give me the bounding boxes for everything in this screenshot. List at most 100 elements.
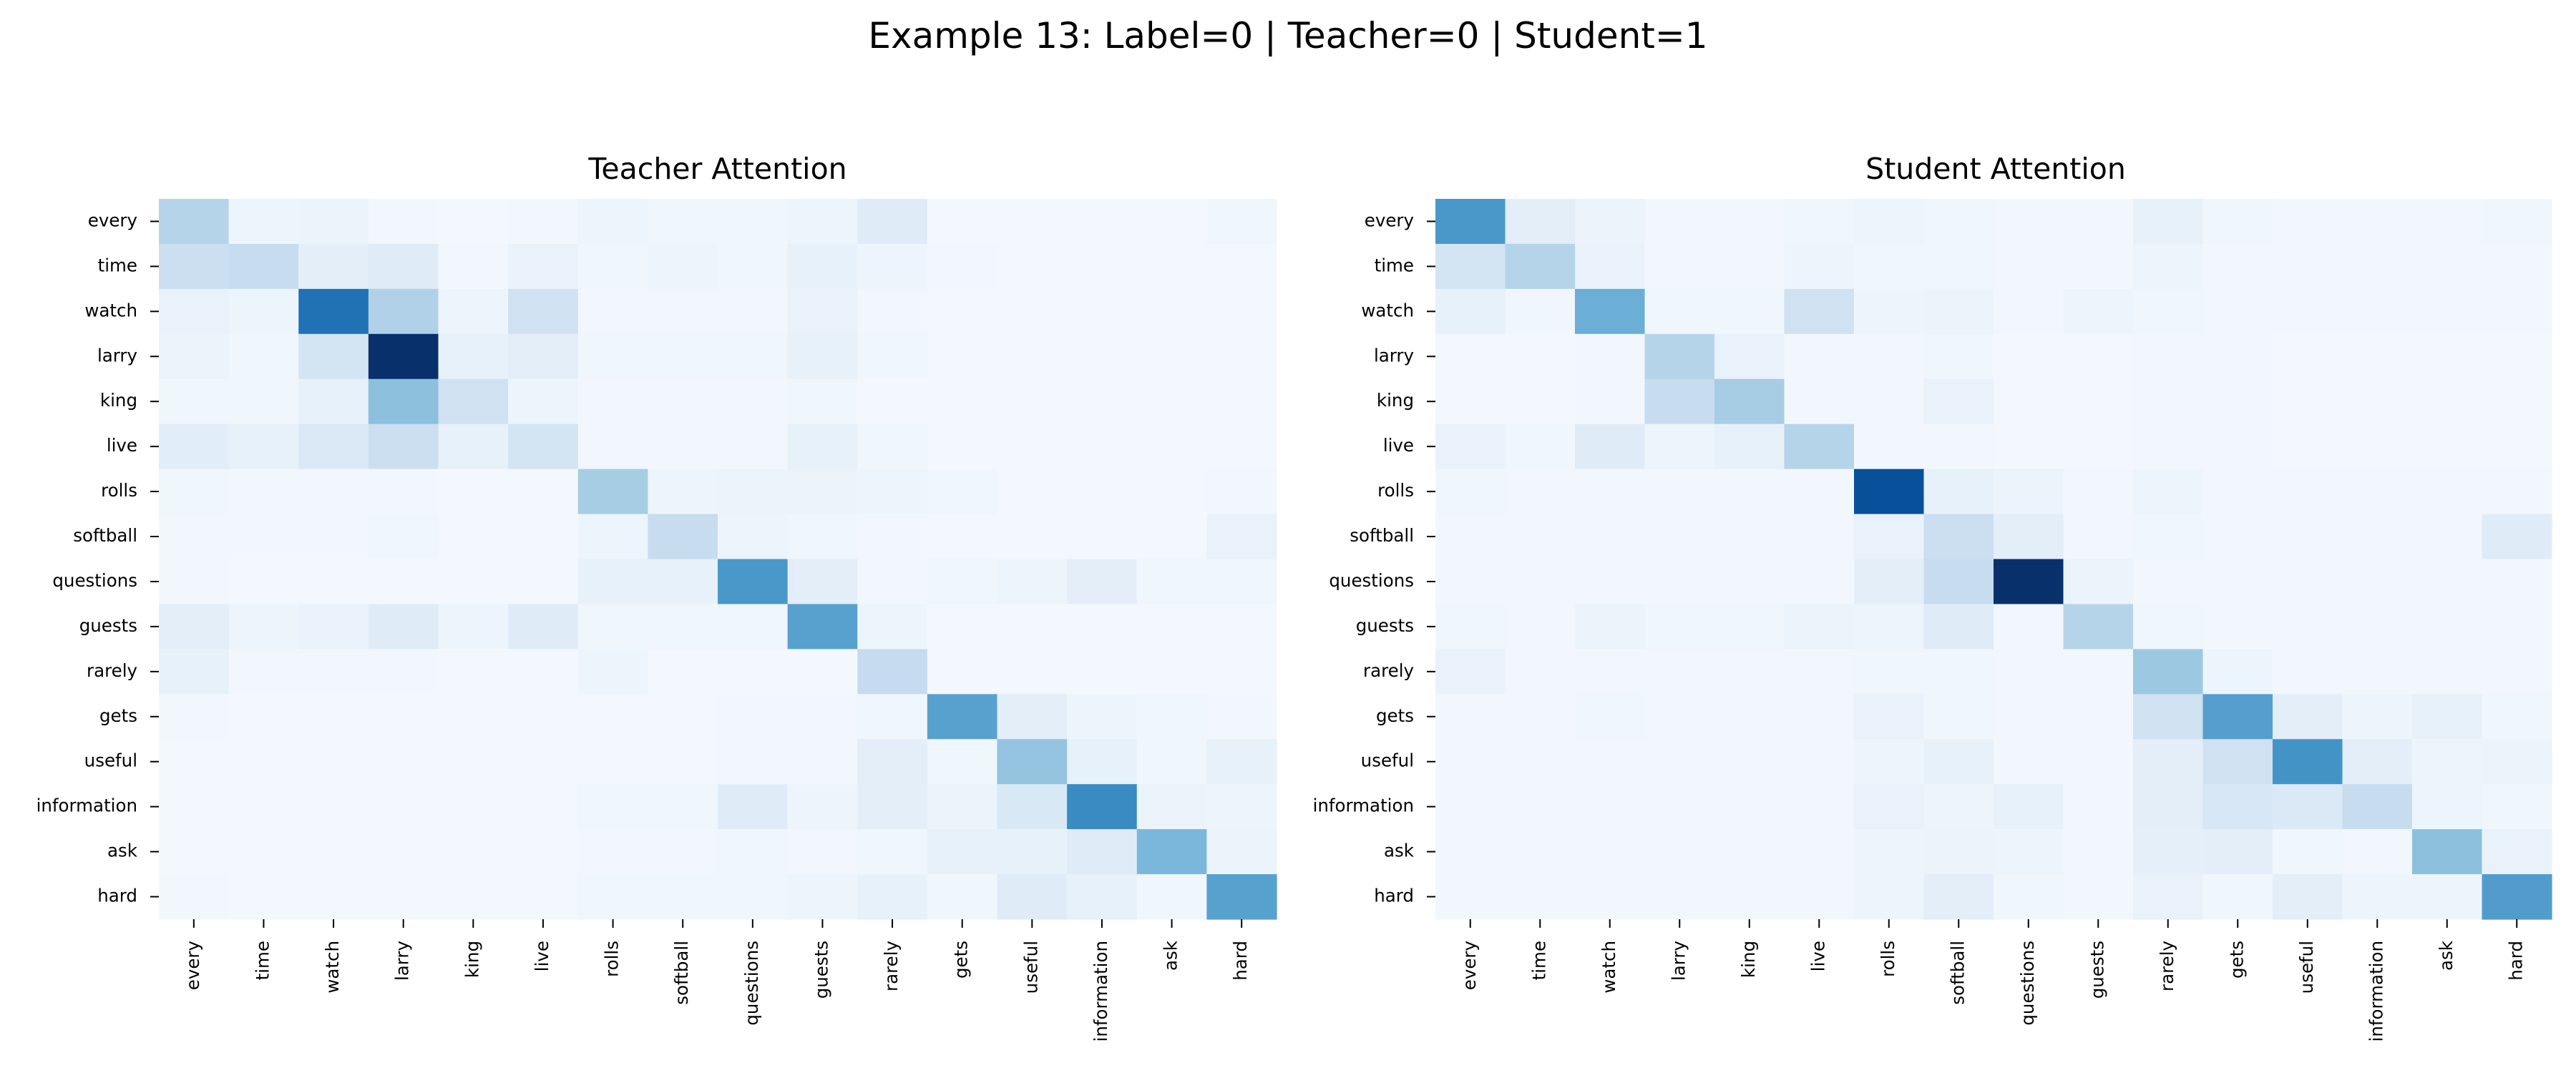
heatmap-cell: [2273, 604, 2343, 650]
heatmap-cell: [1435, 784, 1506, 830]
heatmap-cell: [1854, 469, 1925, 515]
heatmap-cell: [1505, 784, 1576, 830]
heatmap-cell: [997, 694, 1068, 740]
heatmap-cell: [648, 649, 718, 695]
heatmap-cell: [1923, 378, 1994, 425]
heatmap-cell: [648, 739, 718, 785]
heatmap-cell: [298, 829, 369, 875]
heatmap-cell: [438, 874, 509, 920]
heatmap-cell: [1206, 649, 1277, 695]
heatmap-cell: [2273, 649, 2343, 695]
heatmap-cell: [1923, 829, 1994, 875]
heatmap-cell: [927, 199, 998, 245]
heatmap-cell: [1784, 378, 1855, 425]
heatmap-cell: [927, 378, 998, 425]
y-tick-label: guests: [79, 615, 137, 636]
heatmap-cell: [1923, 288, 1994, 335]
heatmap-cell: [2202, 604, 2273, 650]
heatmap-cell: [368, 874, 439, 920]
heatmap-cell: [508, 243, 579, 290]
heatmap-cell: [1136, 423, 1207, 470]
heatmap-cell: [1644, 604, 1715, 650]
heatmap-cell: [2273, 739, 2343, 785]
heatmap-cell: [1854, 423, 1925, 470]
heatmap-cell: [1923, 649, 1994, 695]
heatmap-cell: [2412, 199, 2483, 245]
heatmap-cell: [2482, 243, 2552, 290]
heatmap-cell: [2342, 243, 2413, 290]
heatmap-cell: [1206, 739, 1277, 785]
heatmap-cell: [298, 288, 369, 335]
heatmap-cell: [2063, 514, 2134, 560]
heatmap-cell: [438, 649, 509, 695]
heatmap-cell: [1136, 649, 1207, 695]
heatmap-cell: [2063, 604, 2134, 650]
heatmap-cell: [159, 423, 230, 470]
heatmap-cell: [1136, 333, 1207, 380]
heatmap-cell: [2063, 784, 2134, 830]
heatmap-cell: [2412, 469, 2483, 515]
heatmap-cell: [2273, 829, 2343, 875]
heatmap-cell: [2063, 694, 2134, 740]
x-tick-label: rarely: [2157, 941, 2177, 991]
heatmap-cell: [368, 333, 439, 380]
heatmap-cell: [577, 378, 648, 425]
heatmap-cell: [298, 378, 369, 425]
heatmap-cell: [1784, 694, 1855, 740]
heatmap-cell: [1575, 378, 1646, 425]
heatmap-cell: [1644, 829, 1715, 875]
heatmap-cell: [1067, 874, 1138, 920]
heatmap-cell: [298, 694, 369, 740]
heatmap-cell: [718, 288, 789, 335]
heatmap-cell: [1575, 604, 1646, 650]
heatmap-cell: [1644, 469, 1715, 515]
x-tick-label: live: [1807, 941, 1828, 971]
heatmap-cell: [1923, 874, 1994, 920]
heatmap-cell: [927, 604, 998, 650]
heatmap-cell: [997, 243, 1068, 290]
heatmap-cell: [1575, 559, 1646, 605]
heatmap-cell: [2133, 243, 2204, 290]
y-tick-label: rarely: [1363, 660, 1414, 681]
heatmap-cell: [1923, 423, 1994, 470]
heatmap-cell: [508, 333, 579, 380]
heatmap-cell: [1994, 469, 2064, 515]
heatmap-cell: [648, 378, 718, 425]
y-tick-label: ask: [1384, 841, 1415, 861]
heatmap-cell: [438, 378, 509, 425]
heatmap-cell: [508, 559, 579, 605]
heatmap-cell: [508, 694, 579, 740]
heatmap-cell: [1644, 199, 1715, 245]
heatmap-cell: [1206, 604, 1277, 650]
x-tick-label: information: [1091, 941, 1111, 1042]
heatmap-cell: [857, 649, 928, 695]
heatmap-cell: [1714, 604, 1785, 650]
heatmap-cell: [1136, 739, 1207, 785]
heatmap-cell: [438, 514, 509, 560]
heatmap-cell: [1067, 649, 1138, 695]
heatmap-cell: [2133, 874, 2204, 920]
heatmap-cell: [577, 739, 648, 785]
heatmap-cell: [1784, 288, 1855, 335]
heatmap-cell: [2063, 423, 2134, 470]
heatmap-cell: [1136, 829, 1207, 875]
heatmap-cell: [1206, 514, 1277, 560]
x-tick-label: questions: [741, 941, 762, 1026]
y-tick-label: every: [1365, 210, 1414, 230]
heatmap-cell: [1854, 649, 1925, 695]
heatmap-cell: [1435, 874, 1506, 920]
heatmap-cell: [2482, 829, 2552, 875]
heatmap-cell: [2063, 243, 2134, 290]
heatmap-cell: [438, 604, 509, 650]
x-tick-label: watch: [1599, 941, 1619, 994]
heatmap-cell: [438, 199, 509, 245]
heatmap-cell: [2273, 514, 2343, 560]
heatmap-cell: [1505, 874, 1576, 920]
heatmap-cell: [1067, 288, 1138, 335]
heatmap-cell: [368, 784, 439, 830]
heatmap-cell: [1714, 469, 1785, 515]
y-tick-label: softball: [1350, 525, 1414, 546]
heatmap-cell: [857, 333, 928, 380]
heatmap-cell: [368, 243, 439, 290]
heatmap-cell: [577, 874, 648, 920]
